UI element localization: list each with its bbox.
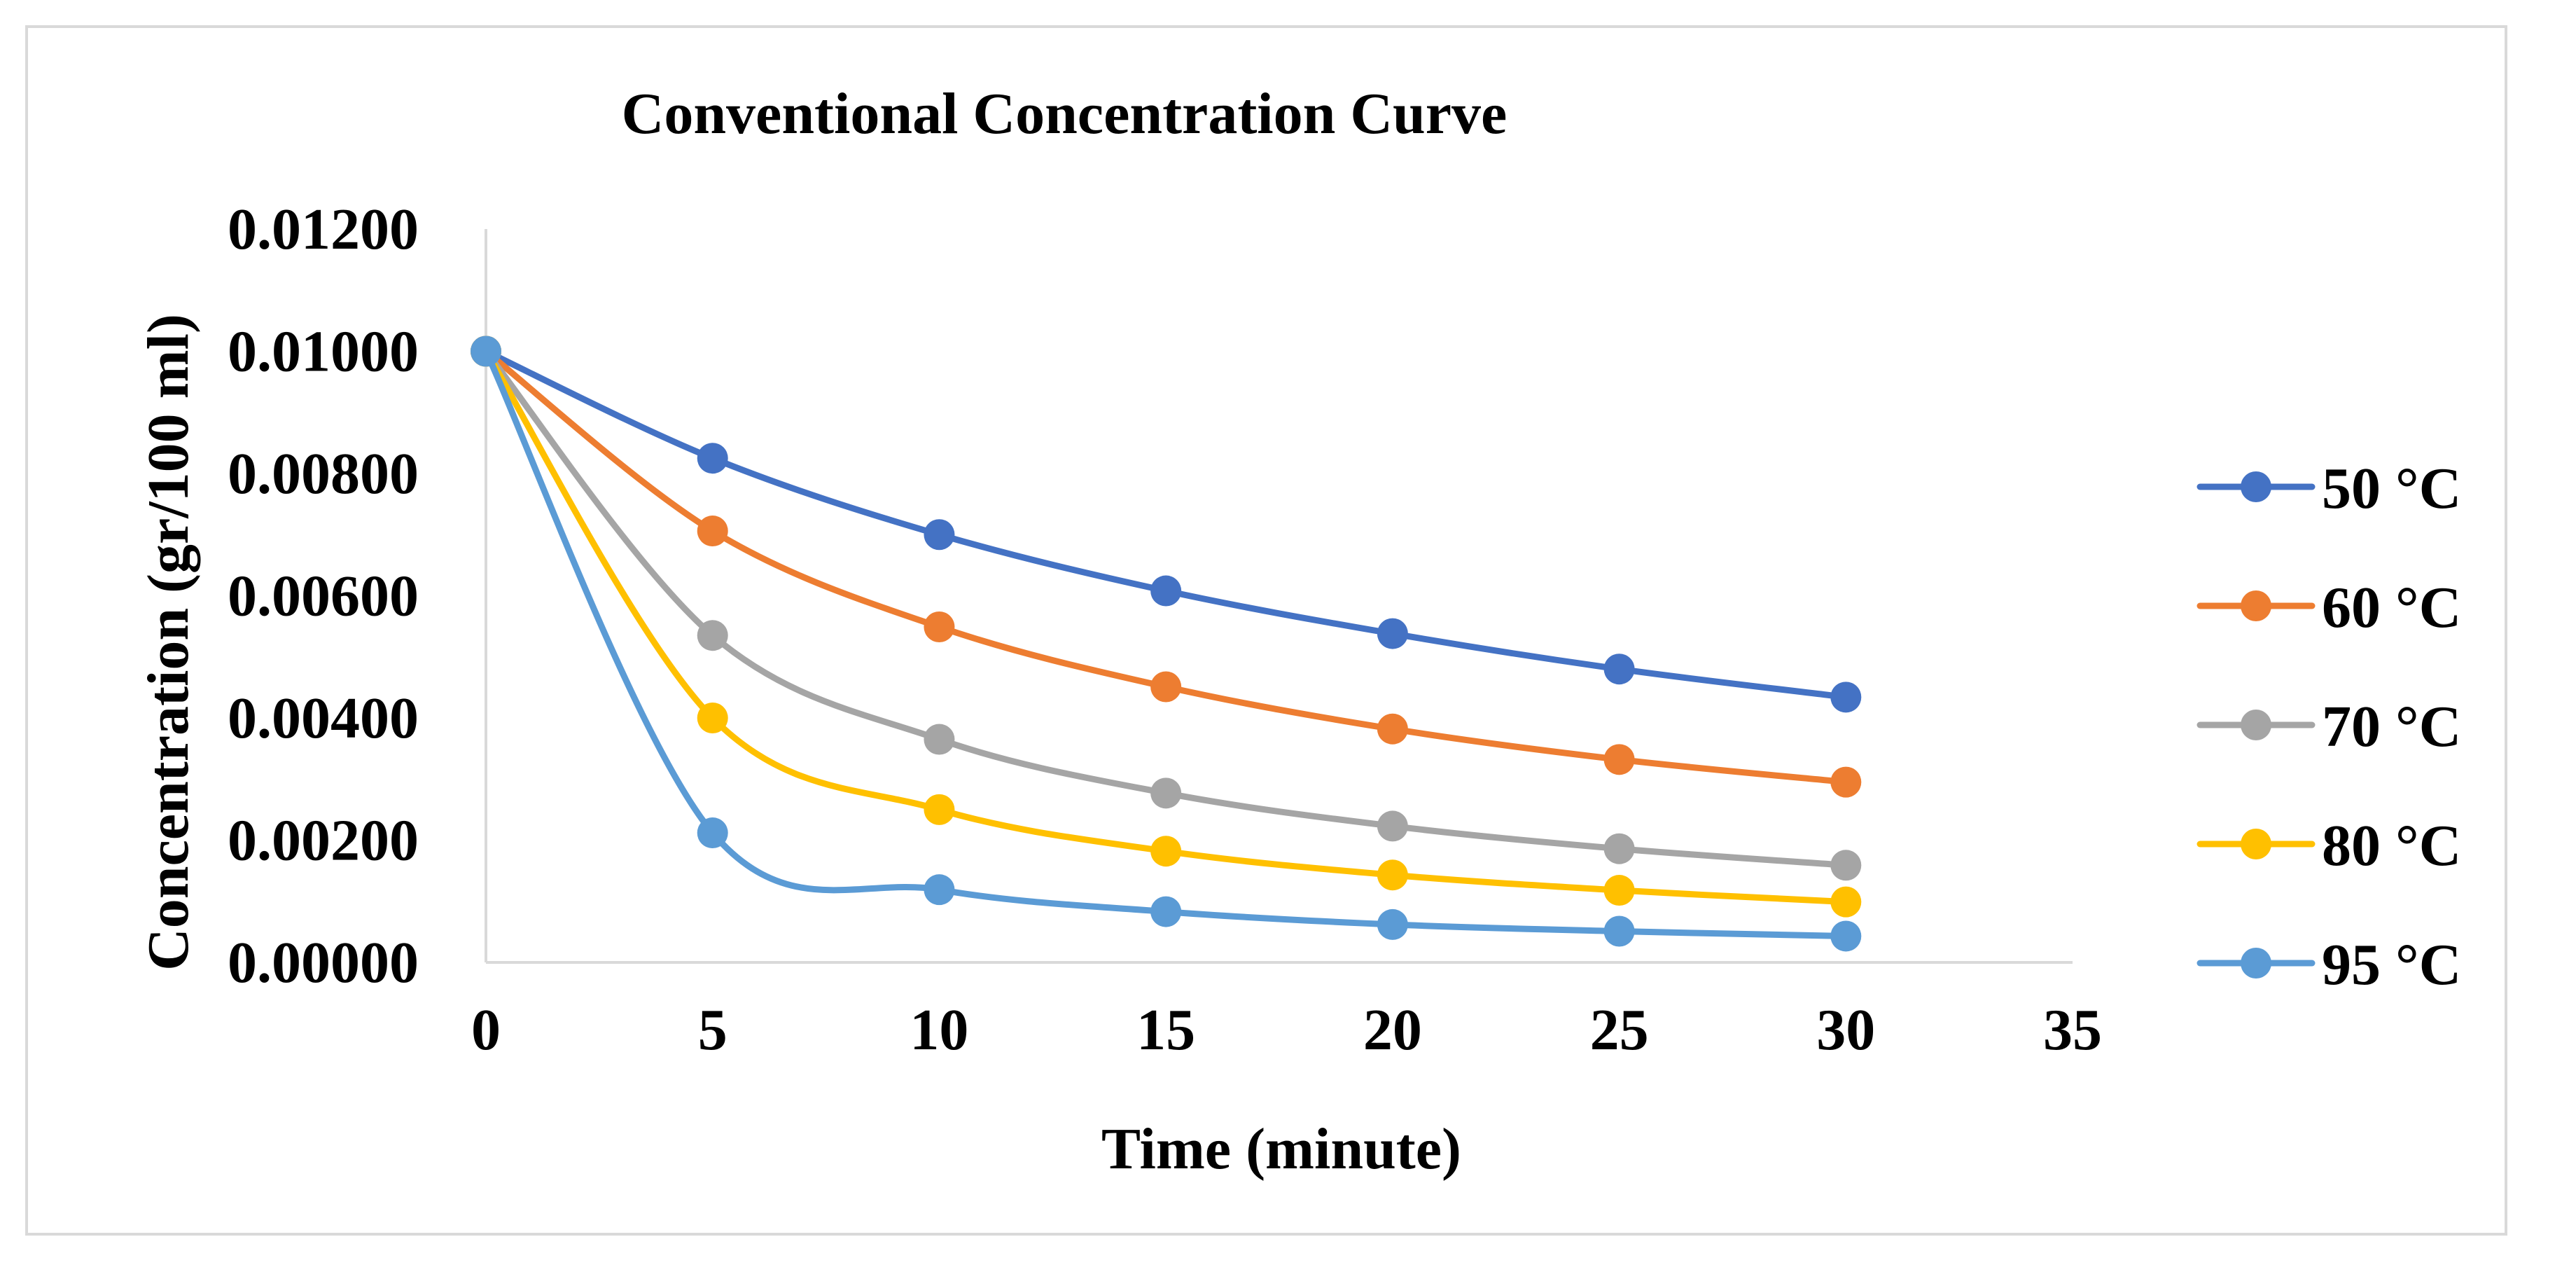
data-point: [1603, 915, 1635, 947]
legend-swatch-marker: [2241, 829, 2271, 859]
data-point: [1830, 766, 1862, 798]
legend-item: 80 °C: [2196, 813, 2461, 878]
axes: [485, 229, 2073, 964]
data-point: [924, 724, 955, 755]
series-line: [482, 348, 1849, 906]
data-point: [1603, 744, 1635, 775]
x-tick-label: 5: [698, 997, 727, 1063]
data-point: [1377, 618, 1408, 649]
y-tick-label: 0.00800: [228, 441, 419, 506]
y-tick-label: 0.00600: [228, 564, 419, 629]
data-point: [1150, 836, 1182, 867]
data-point: [697, 703, 728, 733]
legend-item: 95 °C: [2196, 932, 2461, 997]
legend-swatch-marker: [2241, 590, 2271, 621]
data-point: [924, 611, 955, 642]
legend-item: 70 °C: [2196, 694, 2461, 759]
data-point: [1830, 850, 1862, 881]
x-axis-label: Time (minute): [1101, 1117, 1461, 1182]
data-point: [1150, 575, 1182, 607]
chart-title: Conventional Concentration Curve: [622, 81, 1508, 146]
y-tick-label: 0.00200: [228, 808, 419, 873]
data-point: [697, 817, 728, 849]
series-70-c: [471, 336, 1862, 881]
data-point: [1150, 777, 1182, 809]
y-tick-label: 0.00400: [228, 686, 419, 751]
legend: 50 °C 60 °C 70 °C 80 °C 95 °C: [2196, 456, 2461, 997]
y-tick-label: 0.00000: [228, 930, 419, 995]
data-point: [1603, 833, 1635, 864]
data-point: [697, 516, 728, 547]
legend-item: 50 °C: [2196, 456, 2461, 521]
data-point: [1830, 886, 1862, 918]
data-point: [924, 519, 955, 551]
data-point: [1377, 859, 1408, 891]
line-chart: Conventional Concentration Curve Concent…: [136, 81, 2461, 1182]
legend-label: 70 °C: [2322, 694, 2461, 759]
series-60-c: [471, 336, 1862, 798]
series-line: [482, 348, 1849, 786]
legend-label: 50 °C: [2322, 456, 2461, 521]
series-95-c: [471, 336, 1862, 952]
data-point: [1603, 654, 1635, 685]
data-point: [1377, 713, 1408, 745]
y-tick-labels: 0.00000 0.00200 0.00400 0.00600 0.00800 0.010…: [228, 197, 419, 995]
series-50-c: [471, 336, 1862, 713]
x-tick-label: 10: [910, 997, 968, 1063]
data-point: [1830, 920, 1862, 952]
series-80-c: [471, 336, 1862, 918]
x-tick-labels: 0 5 10 15 20 25 30 35: [471, 997, 2102, 1063]
data-point: [697, 620, 728, 651]
data-point: [1377, 810, 1408, 842]
legend-label: 60 °C: [2322, 575, 2461, 640]
legend-item: 60 °C: [2196, 575, 2461, 640]
x-tick-label: 35: [2043, 997, 2102, 1063]
data-point: [1150, 671, 1182, 703]
x-tick-label: 30: [1816, 997, 1875, 1063]
x-tick-label: 15: [1136, 997, 1195, 1063]
data-point: [1830, 682, 1862, 713]
data-point: [924, 794, 955, 825]
chart-frame: Conventional Concentration Curve Concent…: [25, 25, 2507, 1236]
data-point: [1150, 896, 1182, 927]
y-tick-label: 0.01200: [228, 197, 419, 262]
data-point: [697, 443, 728, 474]
y-tick-label: 0.01000: [228, 319, 419, 385]
data-point: [924, 874, 955, 906]
series-line: [482, 348, 1849, 700]
legend-swatch-marker: [2241, 471, 2271, 502]
legend-label: 80 °C: [2322, 813, 2461, 878]
data-point: [471, 336, 501, 367]
series-layer: [471, 336, 1862, 952]
legend-swatch-marker: [2241, 710, 2271, 740]
data-point: [1603, 875, 1635, 906]
legend-swatch-marker: [2241, 948, 2271, 979]
x-tick-label: 20: [1363, 997, 1422, 1063]
data-point: [1377, 908, 1408, 940]
series-line: [482, 348, 1849, 939]
x-tick-label: 25: [1590, 997, 1649, 1063]
y-axis-label: Concentration (gr/100 ml): [136, 314, 201, 971]
legend-label: 95 °C: [2322, 932, 2461, 997]
x-tick-label: 0: [471, 997, 501, 1063]
